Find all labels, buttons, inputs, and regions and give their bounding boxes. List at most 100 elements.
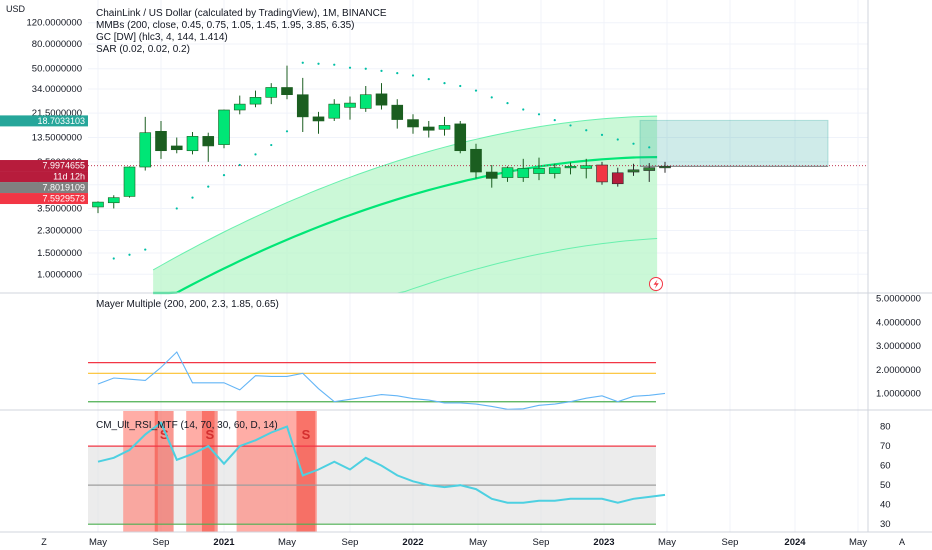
legend-sar[interactable]: SAR (0.02, 0.02, 0.2) [96, 44, 190, 55]
price-badge-text: 7.9974655 [42, 161, 85, 171]
legend-title[interactable]: ChainLink / US Dollar (calculated by Tra… [96, 8, 387, 19]
rsi-axis[interactable]: 80 70 60 50 40 30 [880, 422, 891, 531]
sar-dot [207, 185, 210, 188]
candle-body [501, 167, 514, 178]
mayer-pane [88, 351, 666, 410]
auto-scale-a-button[interactable]: A [899, 537, 905, 547]
candle-body [438, 125, 451, 130]
mayer-axis-label: 3.0000000 [876, 341, 921, 352]
rsi-axis-label: 80 [880, 422, 891, 433]
mayer-axis-label: 1.0000000 [876, 388, 921, 399]
rsi-line [97, 421, 666, 504]
sar-dot [175, 207, 178, 210]
time-axis-label: 2022 [402, 537, 423, 548]
channel-upper-line [152, 115, 658, 271]
sar-dot [585, 129, 588, 132]
price-badge [0, 193, 88, 205]
candle-body [596, 164, 608, 183]
sar-dots [112, 61, 651, 260]
candle-body [407, 119, 419, 128]
candle-body [533, 168, 545, 174]
time-axis-label: Sep [722, 537, 739, 548]
price-axis-label: 80.0000000 [32, 39, 82, 50]
sar-dot [128, 253, 131, 256]
candle-body [155, 130, 167, 152]
sar-dot [459, 84, 462, 88]
price-axis-label: 120.0000000 [27, 18, 82, 29]
time-axis-label: 2024 [784, 537, 806, 548]
mayer-legend[interactable]: Mayer Multiple (200, 200, 2.3, 1.85, 0.6… [96, 299, 279, 310]
sar-dot [364, 67, 367, 70]
candle-body [123, 166, 136, 197]
time-axis-label: May [658, 537, 676, 548]
sar-dot [285, 130, 289, 133]
price-axis-label: 1.5000000 [37, 248, 82, 259]
time-axis-label: 2021 [213, 537, 235, 548]
gaussian-channel [152, 115, 658, 295]
candle-body [659, 166, 671, 169]
price-badge-text: 7.8019109 [42, 183, 85, 193]
candle-body [485, 171, 498, 179]
projection-box [88, 119, 868, 167]
candle-body [643, 167, 656, 171]
time-axis-label: May [849, 537, 867, 548]
sar-dot [191, 196, 194, 199]
candle-body [470, 148, 482, 173]
sar-dot [443, 82, 446, 85]
time-axis-label: 2023 [593, 537, 614, 548]
candle-body [564, 166, 577, 169]
price-axis-label: 13.5000000 [32, 133, 82, 144]
price-badge [0, 182, 88, 194]
candle-body [517, 168, 530, 178]
rsi-sell-marker: S [205, 427, 214, 442]
rsi-overbought-zone [123, 411, 158, 532]
sar-dot [522, 108, 525, 111]
sar-dot [427, 78, 430, 81]
candle-body [422, 126, 435, 131]
sar-dot [537, 113, 541, 116]
mayer-axis[interactable]: 5.0000000 4.0000000 3.0000000 2.0000000 1.00… [876, 294, 921, 400]
sar-dot [270, 143, 273, 147]
mayer-axis-label: 2.0000000 [876, 365, 921, 376]
legend-gc[interactable]: GC [DW] (hlc3, 4, 144, 1.414) [96, 32, 228, 43]
candle-body [107, 197, 120, 204]
candle-body [611, 172, 624, 185]
sar-dot [648, 146, 651, 149]
candle-body [249, 97, 262, 105]
candles [92, 65, 671, 214]
rsi-legend[interactable]: CM_Ult_RSI_MTF (14, 70, 30, 60, D, 14) [96, 420, 278, 431]
price-badge-text: 18.7033103 [37, 116, 85, 126]
channel-fill [153, 116, 658, 293]
candle-body [186, 136, 199, 152]
price-axis[interactable]: 120.0000000 80.0000000 50.0000000 34.000000… [27, 18, 82, 281]
candle-body [233, 103, 246, 111]
time-axis[interactable]: May Sep 2021 May Sep 2022 May Sep 2023 May Sep 2024… [89, 537, 867, 548]
auto-scale-z-button[interactable]: Z [41, 537, 47, 547]
time-axis-label: May [278, 537, 296, 548]
legend-mmbs[interactable]: MMBs (200, close, 0.45, 0.75, 1.05, 1.45… [96, 20, 355, 31]
sar-dot [238, 163, 241, 167]
sar-dot [333, 63, 336, 66]
sar-dot [569, 124, 572, 127]
channel-mid-line [153, 156, 658, 295]
candle-body [344, 102, 356, 108]
candle-body [202, 136, 215, 147]
mayer-axis-label: 5.0000000 [876, 294, 921, 305]
price-badge-text: 11d 12h [53, 172, 85, 182]
sar-dot [301, 61, 304, 64]
rsi-sell-zone [201, 411, 218, 532]
sar-dot [380, 69, 383, 72]
time-axis-label: May [469, 537, 487, 548]
rsi-sell-marker: S [302, 427, 311, 442]
sar-dot [222, 174, 226, 177]
sar-dot [112, 257, 115, 260]
sar-dot [506, 101, 509, 105]
candle-body [312, 116, 325, 122]
sar-dot [348, 66, 352, 69]
lightning-alert-icon[interactable] [649, 277, 663, 291]
rsi-sell-zone [296, 411, 316, 532]
price-badge [0, 171, 88, 183]
